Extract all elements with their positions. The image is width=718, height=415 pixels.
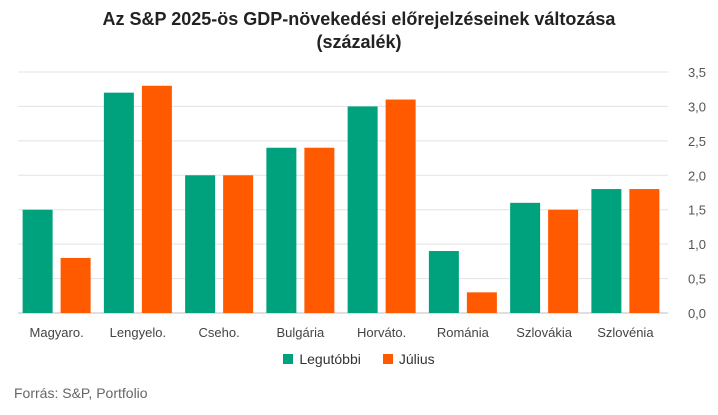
- legend: Legutóbbi Július: [0, 351, 718, 367]
- chart-title: Az S&P 2025-ös GDP-növekedési előrejelzé…: [0, 8, 718, 54]
- y-tick-label: 3,5: [688, 65, 706, 80]
- x-tick-label: Lengyelo.: [110, 325, 166, 340]
- bar-series-1: [22, 209, 53, 313]
- y-tick-label: 3,0: [688, 99, 706, 114]
- x-tick-label: Cseho.: [199, 325, 240, 340]
- bar-series-1: [510, 202, 541, 313]
- bar-series-2: [60, 257, 91, 313]
- y-tick-label: 0,5: [688, 272, 706, 287]
- bar-series-2: [141, 85, 172, 314]
- legend-label-series-2: Július: [398, 351, 435, 367]
- chart-title-line-2: (százalék): [316, 32, 402, 52]
- y-tick-label: 0,0: [688, 306, 706, 321]
- x-tick-label: Románia: [437, 325, 490, 340]
- legend-item-series-2[interactable]: Július: [382, 351, 435, 367]
- legend-swatch-series-2: [382, 354, 393, 364]
- bar-series-2: [548, 209, 579, 313]
- bar-series-2: [385, 99, 416, 314]
- y-tick-label: 1,5: [688, 203, 706, 218]
- bar-series-1: [103, 92, 134, 314]
- x-tick-label: Szlovákia: [516, 325, 572, 340]
- bar-series-1: [428, 251, 459, 313]
- bar-series-2: [466, 292, 497, 313]
- bar-series-1: [185, 175, 216, 313]
- y-tick-label: 2,5: [688, 134, 706, 149]
- source-note: Forrás: S&P, Portfolio: [14, 385, 148, 401]
- x-tick-label: Bulgária: [277, 325, 325, 340]
- y-tick-label: 2,0: [688, 168, 706, 183]
- chart-title-line-1: Az S&P 2025-ös GDP-növekedési előrejelzé…: [102, 9, 616, 29]
- bar-series-1: [591, 189, 622, 313]
- bar-series-2: [223, 175, 254, 313]
- bar-series-2: [629, 189, 660, 313]
- x-tick-label: Horváto.: [357, 325, 406, 340]
- legend-item-series-1[interactable]: Legutóbbi: [283, 351, 361, 367]
- bar-series-1: [347, 106, 378, 313]
- x-tick-label: Magyaro.: [30, 325, 84, 340]
- legend-label-series-1: Legutóbbi: [299, 351, 361, 367]
- bar-series-2: [304, 147, 335, 313]
- bar-series-1: [266, 147, 297, 313]
- x-tick-label: Szlovénia: [597, 325, 654, 340]
- y-tick-label: 1,0: [688, 237, 706, 252]
- legend-swatch-series-1: [283, 354, 294, 364]
